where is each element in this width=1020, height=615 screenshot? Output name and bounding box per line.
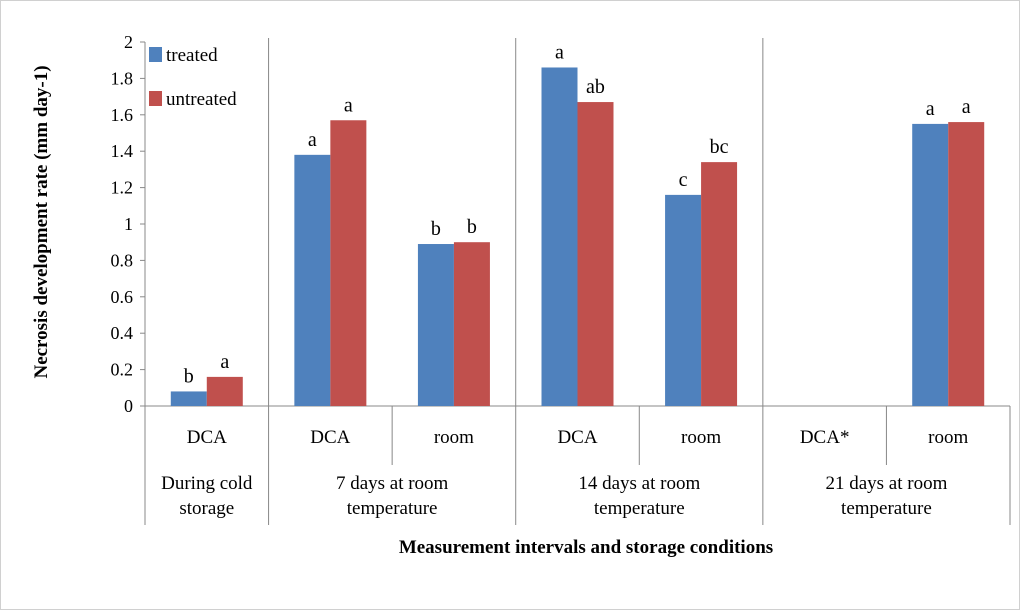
bars (170, 67, 985, 407)
y-tick-label: 1.8 (111, 68, 134, 88)
group-label-line1: 21 days at room (825, 473, 947, 494)
group-label-line2: temperature (347, 498, 438, 519)
bar-significance-label: b (467, 216, 477, 238)
y-tick-label: 0.4 (111, 323, 134, 343)
bar-significance-label: a (555, 41, 564, 63)
bar-significance-label: b (184, 365, 194, 387)
bar-treated (417, 244, 454, 406)
y-tick-label: 0.2 (111, 360, 134, 380)
x-axis: DCA DCA room DCA room DCA* room During cold stor… (144, 38, 1011, 525)
legend: treated untreated (149, 45, 237, 110)
bar-untreated (453, 242, 490, 406)
x-tick-label: DCA (310, 427, 350, 448)
bar-significance-label: ab (586, 76, 605, 98)
y-tick-label: 0.8 (111, 250, 134, 270)
bar-treated (170, 391, 207, 406)
bar-untreated (330, 120, 367, 406)
x-axis-label: Measurement intervals and storage condit… (399, 537, 773, 558)
bar-untreated (206, 376, 243, 406)
group-label-line2: temperature (841, 498, 932, 519)
group-label-line1: During cold (161, 473, 253, 494)
x-tick-label: room (681, 427, 721, 448)
y-tick-label: 1.2 (111, 178, 134, 198)
x-tick-label: DCA (187, 427, 227, 448)
group-label-line1: 14 days at room (578, 473, 700, 494)
legend-swatch (149, 47, 162, 62)
bar-significance-label: a (962, 96, 971, 118)
x-tick-label: DCA (557, 427, 597, 448)
x-tick-label: room (434, 427, 474, 448)
bar-untreated (948, 122, 985, 406)
x-tick-label: room (928, 427, 968, 448)
y-tick-label: 1.4 (111, 141, 134, 161)
y-tick-label: 0 (124, 396, 133, 416)
group-label-line1: 7 days at room (336, 473, 449, 494)
y-axis-label: Necrosis development rate (mm day-1) (31, 65, 52, 378)
group-label-line2: temperature (594, 498, 685, 519)
y-tick-label: 1.6 (111, 105, 134, 125)
bar-significance-label: b (431, 218, 441, 240)
bar-treated (541, 67, 578, 406)
bar-untreated (701, 162, 738, 406)
y-tick-label: 1 (124, 214, 133, 234)
legend-entry: untreated (166, 89, 237, 110)
bar-treated (665, 194, 702, 406)
bar-significance-label: c (679, 169, 688, 191)
bar-untreated (577, 102, 614, 406)
bar-significance-label: a (220, 351, 229, 373)
bar-significance-label: a (344, 94, 353, 116)
group-label-line2: storage (179, 498, 234, 519)
legend-swatch (149, 91, 162, 106)
axes: 0 0.2 0.4 0.6 0.8 1 1.2 1.4 1.6 1.8 2 (111, 32, 1010, 416)
bar-significance-label: a (308, 129, 317, 151)
y-tick-label: 2 (124, 32, 133, 52)
bar-significance-label: a (926, 98, 935, 120)
bar-treated (294, 154, 331, 406)
bar-significance-label: bc (710, 136, 729, 158)
x-tick-label: DCA* (800, 427, 850, 448)
y-tick-label: 0.6 (111, 287, 134, 307)
bar-treated (912, 123, 949, 407)
legend-entry: treated (166, 45, 218, 66)
